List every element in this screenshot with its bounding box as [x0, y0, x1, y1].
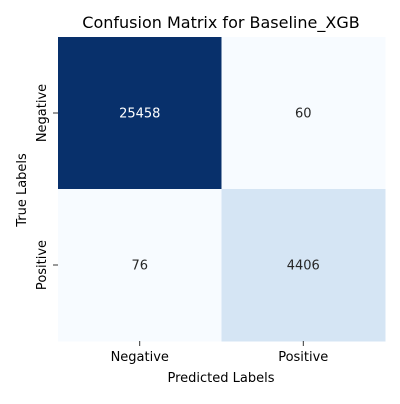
cell-value-label: 25458	[119, 107, 160, 122]
heatmap-cell	[58, 189, 222, 342]
cell-value-label: 76	[131, 259, 148, 274]
x-tick-label: Positive	[278, 350, 328, 365]
heatmap-cell	[221, 37, 386, 190]
y-axis-label: True Labels	[15, 153, 30, 228]
y-tick-label: Positive	[35, 240, 50, 290]
cell-value-label: 4406	[287, 259, 320, 274]
heatmap-cell	[221, 189, 386, 342]
chart-title: Confusion Matrix for Baseline_XGB	[82, 13, 359, 33]
x-axis-ticks: Negative Positive	[111, 341, 328, 365]
y-axis-ticks: Negative Positive	[35, 84, 58, 290]
y-tick-label: Negative	[35, 84, 50, 142]
cell-value-label: 60	[295, 107, 312, 122]
heatmap-cell	[58, 37, 222, 190]
heatmap-cells	[58, 37, 386, 342]
x-tick-label: Negative	[111, 350, 169, 365]
x-axis-label: Predicted Labels	[167, 371, 274, 386]
heatmap-cell-labels: 25458 60 76 4406	[119, 107, 320, 274]
